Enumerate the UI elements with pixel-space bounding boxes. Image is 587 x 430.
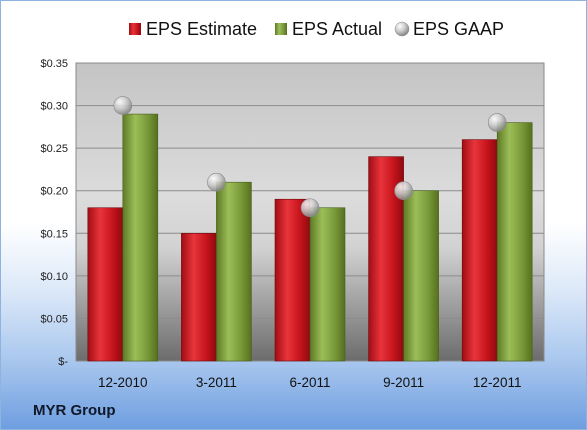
bar-eps-estimate [274, 198, 311, 362]
point-eps-gaap [300, 198, 320, 218]
y-tick-label: $0.25 [40, 143, 68, 155]
bars [87, 113, 533, 362]
legend-label: EPS GAAP [413, 19, 504, 39]
bar-eps-actual [309, 207, 346, 362]
y-tick-label: $0.35 [40, 58, 68, 70]
point-eps-gaap [113, 96, 133, 115]
y-tick-label: $0.05 [40, 313, 68, 325]
point-eps-gaap [487, 113, 507, 132]
y-axis: $- $0.05 $0.10 $0.15 $0.20 $0.25 $0.30 $0.35 [40, 58, 68, 368]
bar-eps-actual [122, 113, 159, 362]
y-tick-label: $0.15 [40, 228, 68, 240]
point-eps-gaap [207, 172, 226, 192]
legend-swatch [394, 21, 410, 37]
x-tick-label: 9-2011 [383, 375, 424, 390]
bar-eps-actual [216, 181, 252, 362]
y-tick-label: $0.20 [40, 186, 68, 198]
gaap-points [113, 96, 507, 218]
bar-eps-estimate [87, 207, 124, 362]
bar-eps-actual [496, 122, 533, 362]
bar-eps-estimate [461, 139, 498, 362]
legend-swatch [129, 23, 141, 35]
x-tick-label: 6-2011 [289, 375, 330, 390]
y-tick-label: $0.30 [40, 101, 68, 113]
y-tick-label: $- [58, 356, 68, 368]
legend: EPS Estimate EPS Actual EPS GAAP [129, 19, 504, 39]
y-tick-label: $0.10 [40, 271, 68, 283]
bar-eps-actual [403, 190, 439, 362]
x-tick-label: 12-2010 [98, 375, 148, 390]
x-tick-label: 12-2011 [473, 375, 522, 390]
legend-swatch [275, 23, 287, 35]
legend-label: EPS Estimate [146, 19, 257, 39]
x-axis: 12-2010 3-2011 6-2011 9-2011 12-2011 [98, 375, 521, 390]
bar-eps-estimate [181, 232, 217, 362]
point-eps-gaap [394, 181, 413, 201]
company-name: MYR Group [33, 402, 116, 419]
x-tick-label: 3-2011 [196, 375, 237, 390]
legend-label: EPS Actual [292, 19, 382, 39]
